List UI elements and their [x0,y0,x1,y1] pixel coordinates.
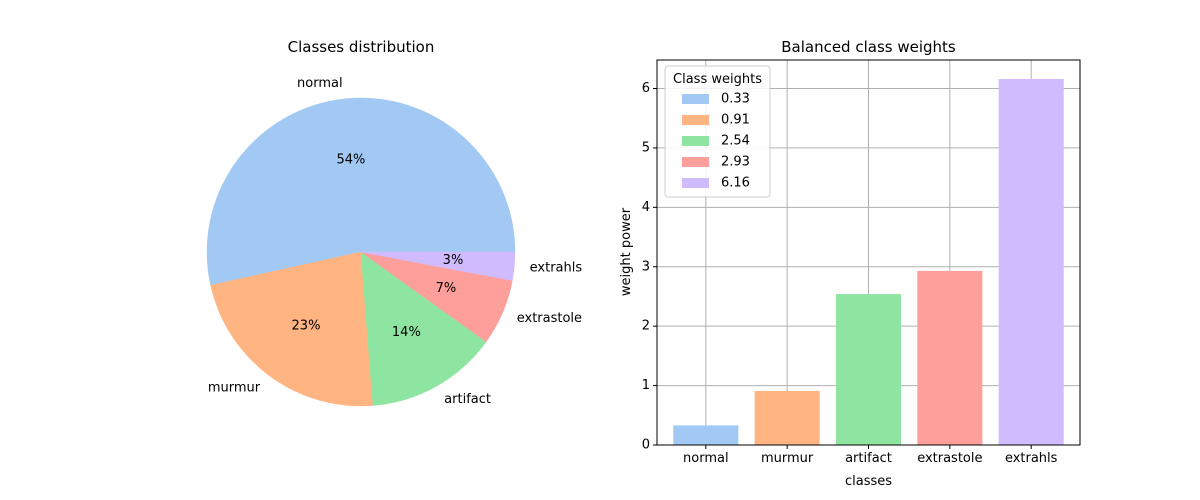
pie-label-normal: normal [297,76,343,91]
legend-entry-label: 0.91 [721,113,750,128]
pie-label-extrahls: extrahls [530,260,583,275]
legend-title: Class weights [673,72,762,87]
legend-swatch [682,136,709,146]
y-tick-label: 2 [642,319,650,334]
pie-percent-extrastole: 7% [436,281,457,296]
x-tick-label-murmur: murmur [761,451,814,466]
bar-extrahls [998,79,1064,446]
pie-label-murmur: murmur [208,381,261,396]
legend-swatch [682,178,709,188]
y-tick-label: 6 [642,81,650,96]
pie-slice-normal [206,97,516,286]
bar-extrastole [917,270,983,445]
legend-entry-label: 0.33 [721,92,750,107]
y-tick-label: 1 [642,378,650,393]
pie-percent-artifact: 14% [392,325,421,340]
x-tick-label-extrastole: extrastole [917,451,982,466]
bar-normal [673,425,739,445]
pie-labels: normal 54% murmur 23% artifact 14% extrastole 7… [208,76,583,407]
pie-title: Classes distribution [288,38,435,56]
legend-entry-label: 2.54 [721,134,750,149]
pie-percent-normal: 54% [337,153,366,168]
pie-slice-murmur [210,251,374,407]
bar-axes: 0 1 2 3 4 5 6 normal murmur artifact extrastole ext… [642,81,1058,466]
bar-x-axis-label: classes [845,474,892,489]
pie-percent-extrahls: 3% [443,253,464,268]
legend-swatch [682,115,709,125]
pie-label-artifact: artifact [444,392,491,407]
pie-chart: Classes distribution normal 54% murmur 23% a… [206,38,583,407]
bar-legend: Class weights 0.33 0.91 2.54 2.93 6.16 [664,65,771,198]
x-tick-label-artifact: artifact [845,451,892,466]
bar-bars [673,79,1064,446]
legend-swatch [682,94,709,104]
bar-y-axis-label: weight power [619,207,634,296]
x-tick-label-normal: normal [683,451,729,466]
pie-slices [206,97,516,407]
legend-swatch [682,157,709,167]
y-tick-label: 4 [642,200,650,215]
x-tick-label-extrahls: extrahls [1005,451,1058,466]
pie-label-extrastole: extrastole [517,311,582,326]
bar-murmur [754,390,820,445]
bar-artifact [835,294,902,445]
y-tick-label: 5 [642,140,650,155]
legend-entry-label: 2.93 [721,155,750,170]
y-tick-label: 3 [642,259,650,274]
pie-slice-artifact [360,251,487,406]
bar-title: Balanced class weights [781,38,956,56]
bar-chart: Balanced class weights 0 1 2 3 4 5 6 normal murm… [619,38,1081,489]
y-tick-label: 0 [642,438,650,453]
pie-percent-murmur: 23% [292,319,321,334]
legend-entry-label: 6.16 [721,176,750,191]
pie-slice-extrahls [360,251,516,281]
